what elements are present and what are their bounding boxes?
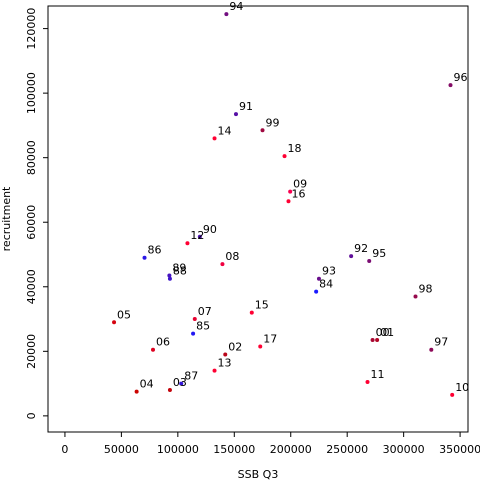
data-point-label: 09 — [293, 178, 307, 191]
data-point — [212, 136, 217, 141]
data-point-label: 03 — [173, 376, 187, 389]
data-point — [413, 294, 418, 299]
data-point-label: 85 — [196, 320, 210, 333]
data-point — [375, 338, 380, 343]
data-point-label: 08 — [225, 250, 239, 263]
data-point-label: 97 — [434, 336, 448, 349]
data-point-label: 06 — [156, 336, 170, 349]
y-tick-label: 0 — [25, 412, 38, 419]
data-point-label: 04 — [140, 378, 154, 391]
data-point — [191, 331, 196, 336]
data-point — [167, 388, 172, 393]
data-point-label: 11 — [371, 368, 385, 381]
data-point-label: 17 — [263, 332, 277, 345]
data-point-label: 96 — [454, 71, 468, 84]
data-point-label: 15 — [255, 299, 269, 312]
data-point — [367, 258, 372, 263]
data-point-label: 14 — [218, 124, 232, 137]
y-tick-label: 20000 — [25, 334, 38, 369]
data-point — [197, 234, 202, 239]
x-tick-label: 300000 — [383, 443, 425, 456]
data-point — [314, 289, 319, 294]
data-point-label: 89 — [172, 261, 186, 274]
data-point-label: 91 — [239, 100, 253, 113]
x-axis-title: SSB Q3 — [238, 468, 279, 480]
y-tick-label: 100000 — [25, 72, 38, 114]
data-point-label: 99 — [266, 116, 280, 129]
data-point — [260, 128, 265, 133]
data-point-label: 18 — [288, 142, 302, 155]
data-point — [282, 154, 287, 159]
data-point — [233, 112, 238, 117]
data-point-label: 01 — [380, 326, 394, 339]
data-point-label: 95 — [372, 247, 386, 260]
data-point-label: 86 — [148, 244, 162, 257]
data-point — [185, 241, 190, 246]
data-point — [249, 310, 254, 315]
data-point-label: 02 — [228, 341, 242, 354]
y-tick-label: 120000 — [25, 8, 38, 50]
data-point-label: 93 — [322, 265, 336, 278]
y-tick-label: 80000 — [25, 140, 38, 175]
data-point — [192, 317, 197, 322]
data-point — [370, 338, 375, 343]
y-axis: 0 20000 40000 60000 80000 100000 120000 — [25, 8, 48, 419]
x-tick-label: 150000 — [213, 443, 255, 456]
data-point — [142, 255, 147, 260]
data-point-label: 00 — [376, 326, 390, 339]
data-point — [212, 368, 217, 373]
x-tick-label: 200000 — [270, 443, 312, 456]
data-point — [365, 379, 370, 384]
data-point — [167, 273, 172, 278]
data-point — [220, 262, 225, 267]
x-tick-label: 100000 — [157, 443, 199, 456]
data-point — [429, 347, 434, 352]
data-point-label: 87 — [184, 370, 198, 383]
y-axis-title: recruitment — [0, 186, 13, 251]
y-tick-label: 40000 — [25, 269, 38, 304]
data-point-label: 94 — [229, 0, 243, 13]
data-point — [167, 276, 172, 281]
data-point-label: 16 — [291, 187, 305, 200]
data-point — [316, 276, 321, 281]
data-point-label: 12 — [190, 229, 204, 242]
data-point-label: 88 — [173, 265, 187, 278]
data-point — [112, 320, 117, 325]
y-tick-label: 60000 — [25, 205, 38, 240]
data-point — [448, 83, 453, 88]
data-point — [134, 389, 139, 394]
plot-frame — [47, 5, 469, 433]
data-point — [286, 199, 291, 204]
data-point-label: 05 — [117, 308, 131, 321]
data-point-label: 07 — [198, 305, 212, 318]
x-tick-label: 250000 — [326, 443, 368, 456]
data-point-label: 84 — [319, 278, 333, 291]
data-point — [224, 12, 229, 17]
x-tick-label: 350000 — [439, 443, 480, 456]
data-point-label: 13 — [218, 357, 232, 370]
data-point — [288, 189, 293, 194]
data-point — [179, 381, 184, 386]
x-tick-label: 50000 — [104, 443, 139, 456]
data-point — [223, 352, 228, 357]
data-point — [258, 344, 263, 349]
data-point-label: 92 — [354, 242, 368, 255]
data-point — [450, 392, 455, 397]
data-point-label: 90 — [203, 223, 217, 236]
data-point — [151, 347, 155, 352]
x-tick-label: 0 — [61, 443, 68, 456]
data-point-label: 98 — [419, 282, 433, 295]
data-point — [349, 254, 354, 259]
x-axis: 0 50000 100000 150000 200000 250000 300000 3500… — [61, 432, 480, 456]
data-point-label: 10 — [455, 381, 469, 394]
